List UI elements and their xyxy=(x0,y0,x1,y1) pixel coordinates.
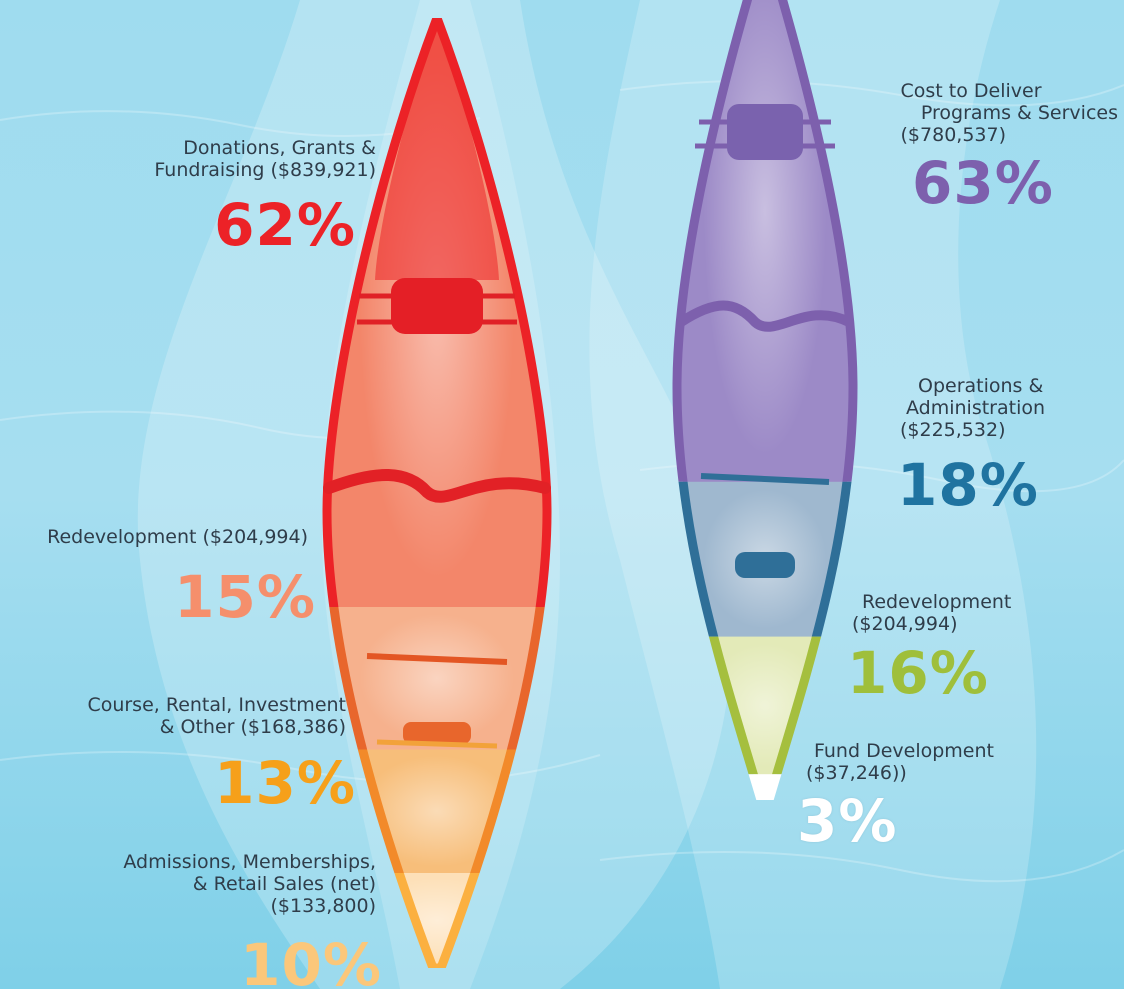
revenue-hull-outline-0 xyxy=(322,18,552,607)
expense-pct-0: 63% xyxy=(912,149,1054,217)
revenue-label-0-line-1: Donations, Grants & xyxy=(183,137,376,159)
revenue-label-2-line-1: Course, Rental, Investment xyxy=(87,694,346,716)
revenue-label-0-line-2: Fundraising ($839,921) xyxy=(154,159,376,181)
expense-label-3-line-1: Fund Development xyxy=(814,740,994,762)
revenue-pct-1: 15% xyxy=(174,563,316,631)
expense-label-0: Cost to Deliver Programs & Services ($78… xyxy=(901,80,1118,146)
revenue-label-1-line-1: Redevelopment ($204,994) xyxy=(47,526,308,548)
expense-label-1: Operations & Administration ($225,532) xyxy=(900,375,1045,441)
expense-label-1-line-2: Administration xyxy=(906,397,1046,419)
revenue-label-3-line-2: & Retail Sales (net) xyxy=(192,873,376,895)
expense-label-2-line-1: Redevelopment xyxy=(862,591,1012,613)
expense-label-0-line-2: Programs & Services xyxy=(920,102,1118,124)
expense-gunwale-wave xyxy=(676,300,854,332)
revenue-label-2-line-2: & Other ($168,386) xyxy=(159,716,346,738)
expense-label-0-line-1: Cost to Deliver xyxy=(900,80,1042,102)
revenue-pct-2: 13% xyxy=(214,749,356,817)
expense-seat-2 xyxy=(735,552,795,578)
revenue-segment-sheen-1 xyxy=(360,614,514,743)
expense-pct-2: 16% xyxy=(847,639,989,707)
revenue-label-2: Course, Rental, Investment & Other ($168… xyxy=(87,694,346,738)
expense-segment-sheen-0 xyxy=(703,0,827,455)
expense-label-2-line-2: ($204,994) xyxy=(852,613,958,635)
expense-label-1-line-3: ($225,532) xyxy=(900,419,1006,441)
expense-label-1-line-1: Operations & xyxy=(918,375,1044,397)
revenue-segment-sheen-2 xyxy=(360,755,514,867)
revenue-label-0: Donations, Grants & Fundraising ($839,92… xyxy=(154,137,376,181)
revenue-pct-3: 10% xyxy=(240,931,382,999)
revenue-gunwale-wave xyxy=(323,468,551,503)
expense-seat-1 xyxy=(727,104,803,160)
expense-thwart-2 xyxy=(700,473,830,485)
expense-hull-outline-0 xyxy=(672,0,858,482)
revenue-label-3-line-1: Admissions, Memberships, xyxy=(123,851,376,873)
revenue-label-3-line-3: ($133,800) xyxy=(270,895,376,917)
expense-pct-3: 3% xyxy=(797,787,898,855)
revenue-pct-0: 62% xyxy=(214,191,356,259)
revenue-thwart-3 xyxy=(376,739,498,749)
revenue-label-1: Redevelopment ($204,994) xyxy=(47,526,308,548)
expense-label-3: Fund Development ($37,246)) xyxy=(806,740,994,784)
expense-hull-outline-3 xyxy=(748,774,782,801)
revenue-bow-accent xyxy=(375,18,499,280)
expense-label-3-line-2: ($37,246)) xyxy=(806,762,907,784)
expense-label-2: Redevelopment ($204,994) xyxy=(852,591,1011,635)
expense-pct-1: 18% xyxy=(897,451,1039,519)
revenue-seat-1 xyxy=(391,278,483,334)
revenue-seat-2 xyxy=(403,722,471,744)
expense-label-0-line-3: ($780,537) xyxy=(900,124,1006,146)
revenue-label-3: Admissions, Memberships, & Retail Sales … xyxy=(123,851,376,917)
revenue-thwart-2 xyxy=(366,653,508,665)
